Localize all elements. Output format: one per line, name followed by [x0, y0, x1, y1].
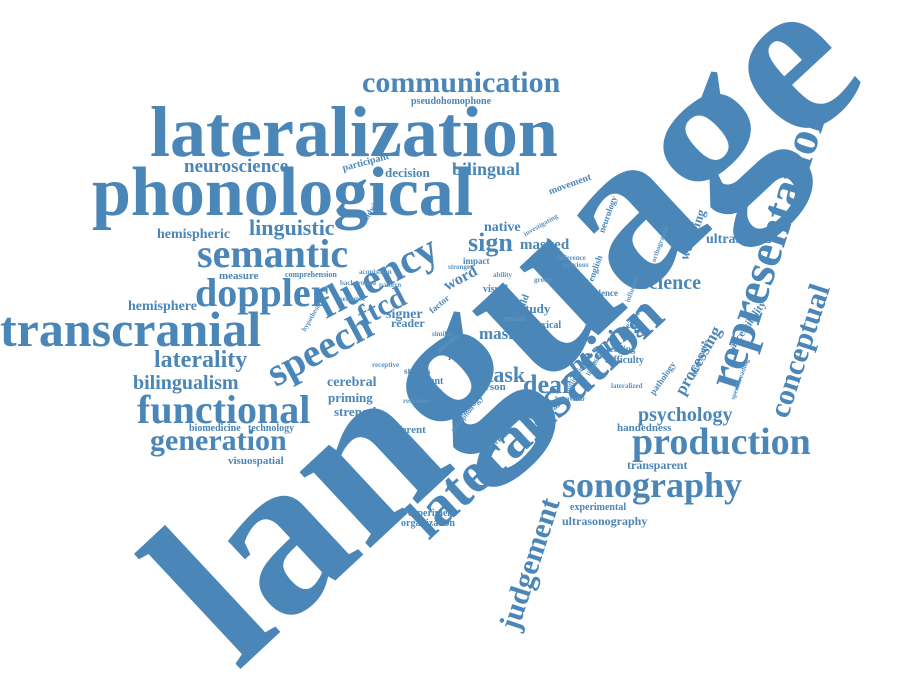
word-native: native: [484, 220, 521, 235]
word-rhyme: rhyme: [448, 352, 476, 363]
word-biomedicine: biomedicine: [189, 423, 241, 434]
word-similar: similar: [432, 330, 453, 338]
word-measure: measure: [219, 270, 259, 282]
word-group: group: [534, 276, 552, 284]
word-bilingualism: bilingualism: [133, 372, 239, 394]
word-psychology: psychology: [638, 404, 733, 426]
word-sentence: sentence: [340, 295, 366, 303]
word-reading: reading: [606, 344, 636, 354]
word-organization: organization: [401, 518, 455, 529]
word-task: task: [486, 362, 526, 387]
word-reader: reader: [391, 316, 425, 330]
word-impact: impact: [463, 256, 490, 266]
word-brain: brain: [458, 342, 482, 353]
word-cerebral: cerebral: [327, 375, 377, 390]
word-different: different: [385, 424, 426, 436]
word-laterality: laterality: [154, 347, 248, 373]
word-imaging: imaging: [411, 386, 443, 396]
word-lateralization: lateralization: [150, 92, 558, 172]
word-studies: studies: [404, 366, 431, 376]
word-lateralized: lateralized: [611, 382, 643, 390]
word-hemispheric: hemispheric: [157, 227, 231, 242]
word-sign: sign: [468, 228, 513, 257]
word-ability: ability: [493, 271, 513, 279]
word-sonography: sonography: [562, 465, 743, 505]
word-visual: visual: [483, 284, 509, 295]
word-pathology: pathology: [647, 359, 678, 397]
word-previous: previous: [563, 261, 589, 269]
word-background: background: [340, 279, 377, 287]
word-signer: signer: [386, 307, 423, 322]
word-bilingual: bilingual: [452, 159, 521, 179]
word-difference: difference: [556, 254, 586, 262]
word-experimental: experimental: [570, 502, 627, 513]
word-functional: functional: [137, 387, 311, 432]
word-ultrasonography: ultrasonography: [562, 514, 648, 528]
word-deaf: deaf: [523, 370, 571, 399]
word-response: response: [403, 397, 429, 405]
word-receptive: receptive: [372, 361, 400, 369]
word-neural: neural: [503, 314, 526, 323]
word-pseudohomophone: pseudohomophone: [411, 96, 492, 107]
word-lexical: lexical: [534, 320, 562, 331]
word-linguistic: linguistic: [249, 215, 335, 240]
word-transparent: transparent: [627, 458, 688, 472]
word-masked: masked: [520, 237, 570, 253]
word-visuospatial: visuospatial: [228, 455, 284, 467]
word-science: science: [641, 272, 701, 294]
word-communication: communication: [362, 66, 561, 99]
word-transcranial: transcranial: [0, 301, 262, 357]
word-handedness: handedness: [617, 422, 672, 434]
word-phonological: phonological: [92, 154, 474, 231]
word-doppler: doppler: [195, 270, 329, 315]
word-neuroscience: neuroscience: [184, 156, 289, 177]
word-difficulty: difficulty: [605, 355, 644, 366]
word-stronger: stronger: [448, 263, 474, 271]
word-strength: strength: [334, 404, 380, 419]
word-experiment: experiment: [408, 508, 457, 519]
word-judgement: judgement: [493, 493, 567, 634]
word-ultrasound: ultrasound: [706, 232, 772, 247]
word-technology: technology: [248, 423, 295, 434]
word-pattern: pattern: [379, 281, 402, 289]
word-decision: decision: [385, 165, 430, 180]
word-mask: mask: [479, 324, 518, 343]
word-hemisphere: hemisphere: [128, 299, 197, 314]
word-acquisition: acquisition: [359, 268, 392, 276]
word-semantic: semantic: [197, 231, 349, 276]
word-person: person: [474, 381, 506, 393]
word-implant: implant: [410, 376, 444, 387]
word-behaviour: behaviour: [555, 395, 586, 403]
word-study: study: [520, 301, 551, 316]
word-evidence: evidence: [585, 288, 618, 298]
word-priming: priming: [328, 390, 373, 405]
word-generation: generation: [150, 424, 287, 457]
word-production: production: [632, 421, 811, 463]
word-comprehension: comprehension: [285, 270, 337, 279]
